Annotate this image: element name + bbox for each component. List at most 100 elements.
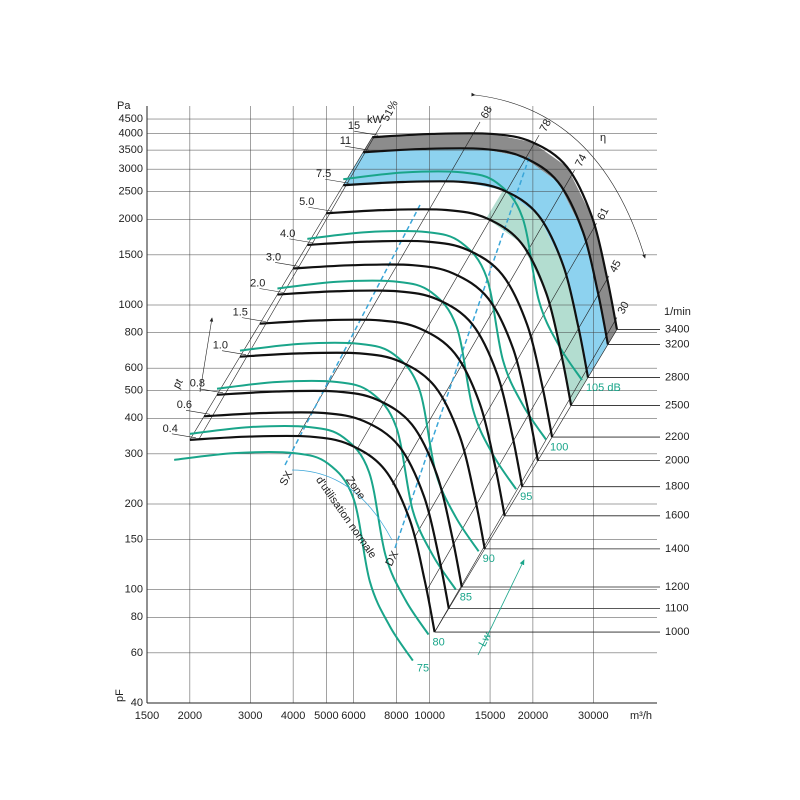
power-leader xyxy=(354,130,379,136)
speed-curve xyxy=(307,239,554,438)
speed-label: 1000 xyxy=(665,626,689,638)
y-tick-label: 2000 xyxy=(119,213,143,225)
y-tick-label: 60 xyxy=(131,647,143,659)
power-label: 1.0 xyxy=(213,340,228,352)
power-leader xyxy=(308,206,333,212)
efficiency-label: 45 xyxy=(608,258,624,274)
marks-layer: 51% 68 78 74 61 45 30 75 80 85 90 95 100 105 dB 1000 0.… xyxy=(163,98,690,674)
power-leader xyxy=(198,388,224,394)
efficiency-label: 74 xyxy=(573,152,589,168)
sound-label: 100 xyxy=(550,441,568,453)
power-leader xyxy=(241,317,266,322)
y-tick-label: 150 xyxy=(125,533,143,545)
power-label: 2.0 xyxy=(250,277,265,289)
x-tick-label: 4000 xyxy=(281,710,305,722)
power-leader xyxy=(171,433,196,439)
speed-curve xyxy=(277,289,524,487)
power-leader xyxy=(345,145,370,151)
sound-label: 85 xyxy=(460,591,472,603)
x-tick-label: 3000 xyxy=(238,710,262,722)
y-tick-label: 100 xyxy=(125,584,143,596)
y-axis-label: Pa xyxy=(117,100,131,112)
power-label: 4.0 xyxy=(280,228,295,240)
pressure-label: pt xyxy=(171,377,186,391)
speed-label: 1200 xyxy=(665,581,689,593)
power-leader xyxy=(221,350,247,355)
y-tick-label: 4000 xyxy=(119,127,143,139)
sound-curve xyxy=(189,424,430,636)
y-tick-label: 4500 xyxy=(119,113,143,125)
sound-label: 75 xyxy=(417,663,429,675)
dx-label: DX xyxy=(383,549,401,569)
sound-curve xyxy=(307,230,547,441)
zone-label: d'utilisation normale xyxy=(313,475,378,561)
sx-line xyxy=(284,204,421,466)
speed-curve xyxy=(216,389,463,588)
power-leader xyxy=(275,262,300,267)
sound-label: 95 xyxy=(520,491,532,503)
y-tick-label: 1000 xyxy=(119,299,143,311)
sound-label: 105 dB xyxy=(586,382,621,394)
zone-arc xyxy=(291,469,393,541)
zone-label: Zone xyxy=(343,475,367,502)
x-tick-label: 2000 xyxy=(178,710,202,722)
efficiency-label: 51% xyxy=(380,98,401,123)
end-line xyxy=(434,329,618,633)
efficiency-label: 30 xyxy=(616,300,632,316)
sound-label: Lw xyxy=(477,631,494,649)
pressure-arrow xyxy=(199,317,214,393)
speed-label: 2800 xyxy=(665,371,689,383)
power-label: 15 xyxy=(348,120,360,132)
x-tick-label: 6000 xyxy=(341,710,365,722)
x-tick-label: 5000 xyxy=(314,710,338,722)
efficiency-arrow xyxy=(471,92,646,259)
power-label: 3.0 xyxy=(266,251,281,263)
y-tick-label: 1500 xyxy=(119,249,143,261)
power-leader xyxy=(325,178,350,184)
speed-label: 2000 xyxy=(665,455,689,467)
speed-label: 3200 xyxy=(665,338,689,350)
speed-curve xyxy=(259,318,506,517)
sound-curve xyxy=(174,451,414,662)
sound-curve xyxy=(239,341,480,552)
speed-curve xyxy=(203,411,450,609)
speed-curve xyxy=(239,351,486,550)
sound-curve xyxy=(216,379,457,591)
power-label: 7.5 xyxy=(316,168,331,180)
power-leader xyxy=(259,288,284,293)
speed-curve xyxy=(293,263,539,461)
y-symbol: pF xyxy=(114,689,126,702)
efficiency-label: 61 xyxy=(595,206,611,222)
sound-arrow xyxy=(477,559,525,656)
power-label: 1.5 xyxy=(233,307,248,319)
y-tick-label: 200 xyxy=(125,498,143,510)
speed-label: 3400 xyxy=(665,323,689,335)
sx-label: SX xyxy=(278,469,296,488)
efficiency-label: 68 xyxy=(479,104,495,120)
power-leader xyxy=(186,409,211,415)
y-tick-label: 80 xyxy=(131,611,143,623)
efficiency-line xyxy=(297,121,481,437)
y-tick-label: 3000 xyxy=(119,163,143,175)
x-tick-label: 8000 xyxy=(384,710,408,722)
y-tick-label: 3500 xyxy=(119,144,143,156)
speed-curve xyxy=(189,434,436,633)
x-tick-label: 10000 xyxy=(414,710,445,722)
y-tick-label: 40 xyxy=(131,697,143,709)
power-label: 5.0 xyxy=(299,196,314,208)
y-tick-label: 500 xyxy=(125,385,143,397)
x-tick-label: 1500 xyxy=(135,710,159,722)
speed-label: 2200 xyxy=(665,431,689,443)
power-leader xyxy=(289,238,314,244)
speed-label: 2500 xyxy=(665,399,689,411)
power-label: 0.6 xyxy=(177,399,192,411)
efficiency-label: 78 xyxy=(538,117,554,133)
sound-label: 80 xyxy=(433,636,445,648)
y-tick-label: 300 xyxy=(125,448,143,460)
power-label: 0.4 xyxy=(163,423,178,435)
sound-curve xyxy=(277,279,517,490)
efficiency-symbol: η xyxy=(600,132,606,144)
x-tick-label: 20000 xyxy=(518,710,549,722)
speed-label: 1400 xyxy=(665,543,689,555)
